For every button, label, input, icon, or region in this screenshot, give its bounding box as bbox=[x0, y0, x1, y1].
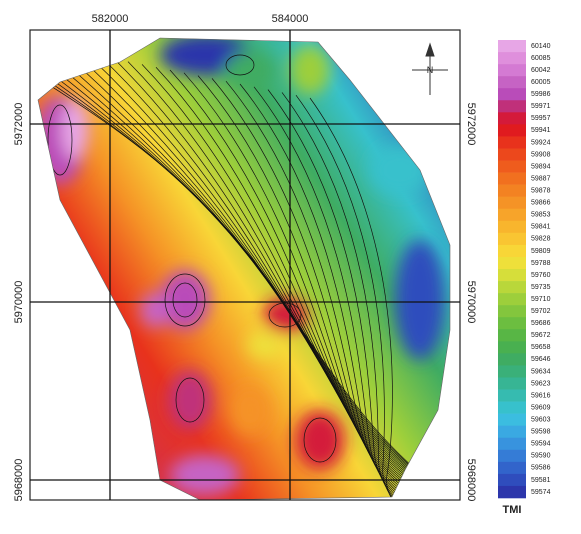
north-label: N bbox=[427, 65, 434, 75]
legend-label: 59828 bbox=[531, 236, 551, 243]
x-coordinate-label: 582000 bbox=[92, 13, 129, 25]
legend-swatch bbox=[498, 245, 526, 257]
legend-swatch bbox=[498, 40, 526, 52]
legend-label: 60085 bbox=[531, 55, 551, 62]
anomaly-field bbox=[0, 28, 470, 529]
legend-swatch bbox=[498, 269, 526, 281]
legend-swatch bbox=[498, 377, 526, 389]
legend-swatch bbox=[498, 281, 526, 293]
legend-label: 59866 bbox=[531, 200, 551, 207]
legend-swatch bbox=[498, 76, 526, 88]
legend-label: 59590 bbox=[531, 453, 551, 460]
legend-label: 59878 bbox=[531, 188, 551, 195]
legend-swatch bbox=[498, 233, 526, 245]
map-figure: 582000 584000 5972000 5972000 5970000 5970000… bbox=[0, 0, 581, 529]
legend-label: 59672 bbox=[531, 332, 551, 339]
x-coordinate-label: 584000 bbox=[272, 13, 309, 25]
y-coordinate-label-left: 5968000 bbox=[13, 459, 25, 502]
legend-label: 59894 bbox=[531, 163, 551, 170]
legend-label: 59598 bbox=[531, 429, 551, 436]
legend-label: 59853 bbox=[531, 212, 551, 219]
legend-label: 59908 bbox=[531, 151, 551, 158]
legend-swatch bbox=[498, 136, 526, 148]
legend: TMI 60140 60085 60042 60005 59986 59971 59957 5… bbox=[498, 40, 551, 516]
legend-swatch bbox=[498, 450, 526, 462]
legend-label: 59634 bbox=[531, 368, 551, 375]
legend-swatch bbox=[498, 402, 526, 414]
legend-label: 59809 bbox=[531, 248, 551, 255]
legend-label: 59941 bbox=[531, 127, 551, 134]
legend-swatch bbox=[498, 88, 526, 100]
y-coordinate-label-right: 5968000 bbox=[465, 459, 477, 502]
legend-swatch bbox=[498, 414, 526, 426]
north-arrow-head bbox=[426, 44, 434, 56]
legend-swatch bbox=[498, 112, 526, 124]
legend-label: 59702 bbox=[531, 308, 551, 315]
legend-label: 59646 bbox=[531, 356, 551, 363]
legend-swatch bbox=[498, 124, 526, 136]
legend-label: 59609 bbox=[531, 404, 551, 411]
legend-swatch bbox=[498, 52, 526, 64]
y-coordinate-label-right: 5972000 bbox=[465, 103, 477, 146]
legend-swatch bbox=[498, 257, 526, 269]
legend-swatch bbox=[498, 365, 526, 377]
legend-swatch bbox=[498, 353, 526, 365]
legend-title: TMI bbox=[503, 504, 522, 516]
legend-swatch bbox=[498, 221, 526, 233]
legend-label: 59735 bbox=[531, 284, 551, 291]
legend-swatch bbox=[498, 293, 526, 305]
legend-swatch bbox=[498, 486, 526, 498]
legend-swatch bbox=[498, 329, 526, 341]
legend-label: 59788 bbox=[531, 260, 551, 267]
legend-label: 59924 bbox=[531, 139, 551, 146]
legend-label: 59686 bbox=[531, 320, 551, 327]
legend-swatch bbox=[498, 317, 526, 329]
y-coordinate-label-right: 5970000 bbox=[465, 281, 477, 324]
legend-label: 60042 bbox=[531, 67, 551, 74]
north-arrow: N bbox=[412, 44, 448, 95]
legend-label: 59957 bbox=[531, 115, 551, 122]
legend-swatch bbox=[498, 474, 526, 486]
legend-label: 59887 bbox=[531, 175, 551, 182]
legend-label: 59760 bbox=[531, 272, 551, 279]
legend-swatch bbox=[498, 185, 526, 197]
legend-label: 59841 bbox=[531, 224, 551, 231]
legend-swatch bbox=[498, 197, 526, 209]
legend-label: 59574 bbox=[531, 489, 551, 496]
legend-label: 59986 bbox=[531, 91, 551, 98]
legend-swatch bbox=[498, 438, 526, 450]
y-coordinate-label-left: 5972000 bbox=[13, 103, 25, 146]
legend-label: 59616 bbox=[531, 392, 551, 399]
legend-label: 59623 bbox=[531, 380, 551, 387]
legend-swatch bbox=[498, 173, 526, 185]
legend-label: 59710 bbox=[531, 296, 551, 303]
legend-swatch bbox=[498, 64, 526, 76]
legend-swatch bbox=[498, 100, 526, 112]
legend-swatch bbox=[498, 341, 526, 353]
legend-swatch bbox=[498, 161, 526, 173]
y-coordinate-label-left: 5970000 bbox=[13, 281, 25, 324]
legend-label: 59658 bbox=[531, 344, 551, 351]
legend-swatch bbox=[498, 305, 526, 317]
legend-swatch bbox=[498, 426, 526, 438]
page: 582000 584000 5972000 5972000 5970000 5970000… bbox=[0, 0, 581, 529]
legend-label: 59594 bbox=[531, 441, 551, 448]
legend-swatch bbox=[498, 462, 526, 474]
legend-label: 59586 bbox=[531, 465, 551, 472]
legend-label: 59581 bbox=[531, 477, 551, 484]
legend-swatch bbox=[498, 209, 526, 221]
legend-label: 60140 bbox=[531, 43, 551, 50]
legend-label: 59603 bbox=[531, 417, 551, 424]
legend-label: 60005 bbox=[531, 79, 551, 86]
legend-swatch bbox=[498, 390, 526, 402]
legend-swatch bbox=[498, 148, 526, 160]
legend-label: 59971 bbox=[531, 103, 551, 110]
